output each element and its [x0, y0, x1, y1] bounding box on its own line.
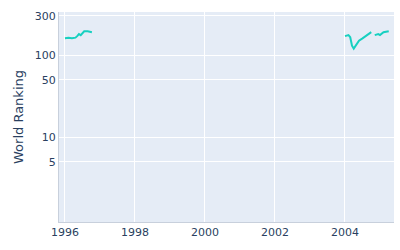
- svg-text:5: 5: [49, 156, 56, 169]
- svg-text:300: 300: [35, 10, 56, 23]
- svg-text:50: 50: [42, 74, 56, 87]
- svg-text:10: 10: [42, 131, 56, 144]
- svg-text:World Ranking: World Ranking: [11, 70, 26, 164]
- svg-text:2000: 2000: [191, 226, 219, 239]
- svg-text:100: 100: [35, 49, 56, 62]
- svg-text:1996: 1996: [51, 226, 79, 239]
- svg-text:1998: 1998: [121, 226, 149, 239]
- svg-text:2004: 2004: [331, 226, 359, 239]
- svg-text:2002: 2002: [261, 226, 289, 239]
